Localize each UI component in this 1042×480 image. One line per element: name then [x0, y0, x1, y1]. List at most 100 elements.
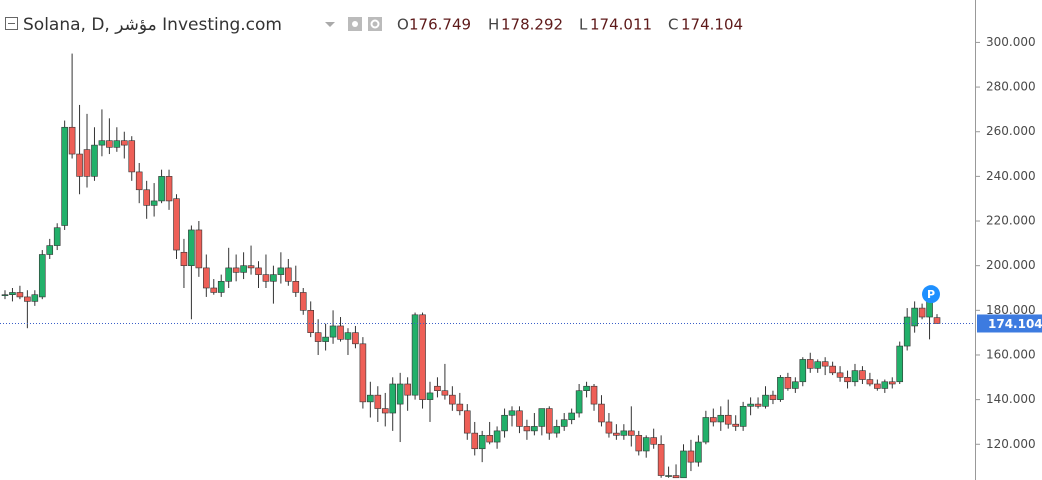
candle-body	[46, 245, 54, 255]
candle-body	[710, 417, 717, 423]
ohlc-label: H	[488, 16, 499, 34]
candle-body	[605, 421, 613, 434]
candle-body	[396, 383, 404, 405]
candle-body	[1, 294, 9, 296]
candle-body	[441, 390, 449, 396]
candle-body	[754, 403, 762, 407]
candle-body	[180, 251, 188, 266]
candle-body	[777, 377, 784, 400]
candle-body	[933, 317, 941, 324]
candle-body	[642, 437, 650, 452]
candle-body	[195, 229, 203, 269]
candle-body	[352, 332, 359, 345]
candle-body	[270, 274, 277, 282]
candle-body	[501, 414, 508, 432]
candle-body	[516, 410, 523, 427]
candle-body	[24, 296, 31, 302]
candle-body	[188, 229, 195, 266]
candle-body	[769, 394, 777, 400]
candle-body	[866, 379, 874, 385]
candle-body	[732, 423, 739, 427]
candle-body	[814, 361, 822, 369]
candle-body	[16, 292, 24, 298]
candle-body	[486, 435, 493, 443]
candle-body	[598, 403, 605, 423]
candle-body	[91, 144, 98, 177]
candle-body	[247, 265, 255, 269]
candle-body	[143, 189, 150, 206]
candle-body	[896, 345, 904, 383]
y-tick-label: 200.000	[986, 258, 1036, 272]
ohlc-value: 176.749	[409, 16, 471, 34]
candle-body	[531, 426, 538, 432]
candle-body	[575, 390, 583, 414]
candle-body	[926, 301, 933, 318]
candle-body	[120, 140, 128, 146]
candle-body	[359, 343, 367, 403]
plot-area	[1, 53, 941, 479]
candle-body	[83, 149, 91, 177]
candle-body	[881, 381, 889, 389]
candle-body	[38, 254, 46, 298]
candle-body	[76, 153, 83, 177]
candle-body	[31, 294, 39, 302]
candle-body	[203, 267, 210, 289]
candle-body	[404, 383, 411, 396]
candle-body	[337, 325, 344, 340]
candle-body	[680, 450, 687, 479]
y-tick-label: 120.000	[986, 437, 1036, 451]
dropdown-arrow[interactable]	[325, 22, 335, 27]
candle-body	[240, 265, 247, 273]
candle-body	[217, 281, 225, 293]
candle-body	[672, 475, 680, 479]
candle-body	[277, 267, 285, 275]
settings-button[interactable]	[368, 17, 382, 31]
candle-body	[799, 359, 807, 383]
header: Solana, D, مؤشر Investing.com O 176.749 …	[5, 15, 743, 35]
candle-body	[389, 383, 397, 414]
eye-icon	[352, 21, 358, 27]
candle-body	[762, 394, 769, 407]
candle-body	[590, 385, 598, 405]
marker-label: P	[927, 288, 935, 301]
candle-body	[367, 394, 374, 403]
candle-body	[523, 426, 531, 432]
candle-body	[851, 370, 859, 383]
marker-badge	[922, 285, 940, 304]
candle-body	[545, 408, 553, 434]
y-tick-label: 220.000	[986, 214, 1036, 228]
candle-body	[210, 287, 218, 293]
candle-body	[888, 381, 896, 385]
candle-body	[493, 430, 501, 443]
y-tick-label: 260.000	[986, 124, 1036, 138]
candle-body	[225, 267, 232, 282]
candle-body	[106, 140, 113, 148]
y-tick-label: 180.000	[986, 303, 1036, 317]
ohlc-label: C	[668, 16, 678, 34]
candle-body	[344, 332, 352, 340]
y-tick-label: 280.000	[986, 80, 1036, 94]
candle-body	[508, 410, 516, 416]
ohlc-value: 174.011	[590, 16, 652, 34]
candle-body	[299, 292, 307, 311]
ohlc-value: 178.292	[501, 16, 563, 34]
candle-body	[620, 430, 628, 436]
candle-body	[724, 414, 732, 425]
chart-title: Solana, D, مؤشر Investing.com	[23, 15, 282, 35]
candle-body	[98, 140, 106, 146]
candle-body	[911, 307, 918, 327]
candle-body	[314, 332, 322, 342]
candle-body	[635, 435, 643, 452]
candle-body	[456, 403, 464, 412]
candle-body	[426, 392, 434, 400]
candle-body	[821, 361, 829, 367]
candle-body	[650, 437, 657, 445]
candle-body	[262, 274, 270, 282]
candle-body	[829, 365, 836, 374]
last-price-label: 174.104	[988, 317, 1042, 331]
candle-body	[113, 140, 121, 148]
candle-body	[702, 417, 710, 443]
candle-body	[478, 435, 486, 450]
ohlc-value: 174.104	[681, 16, 743, 34]
candle-body	[329, 325, 337, 338]
